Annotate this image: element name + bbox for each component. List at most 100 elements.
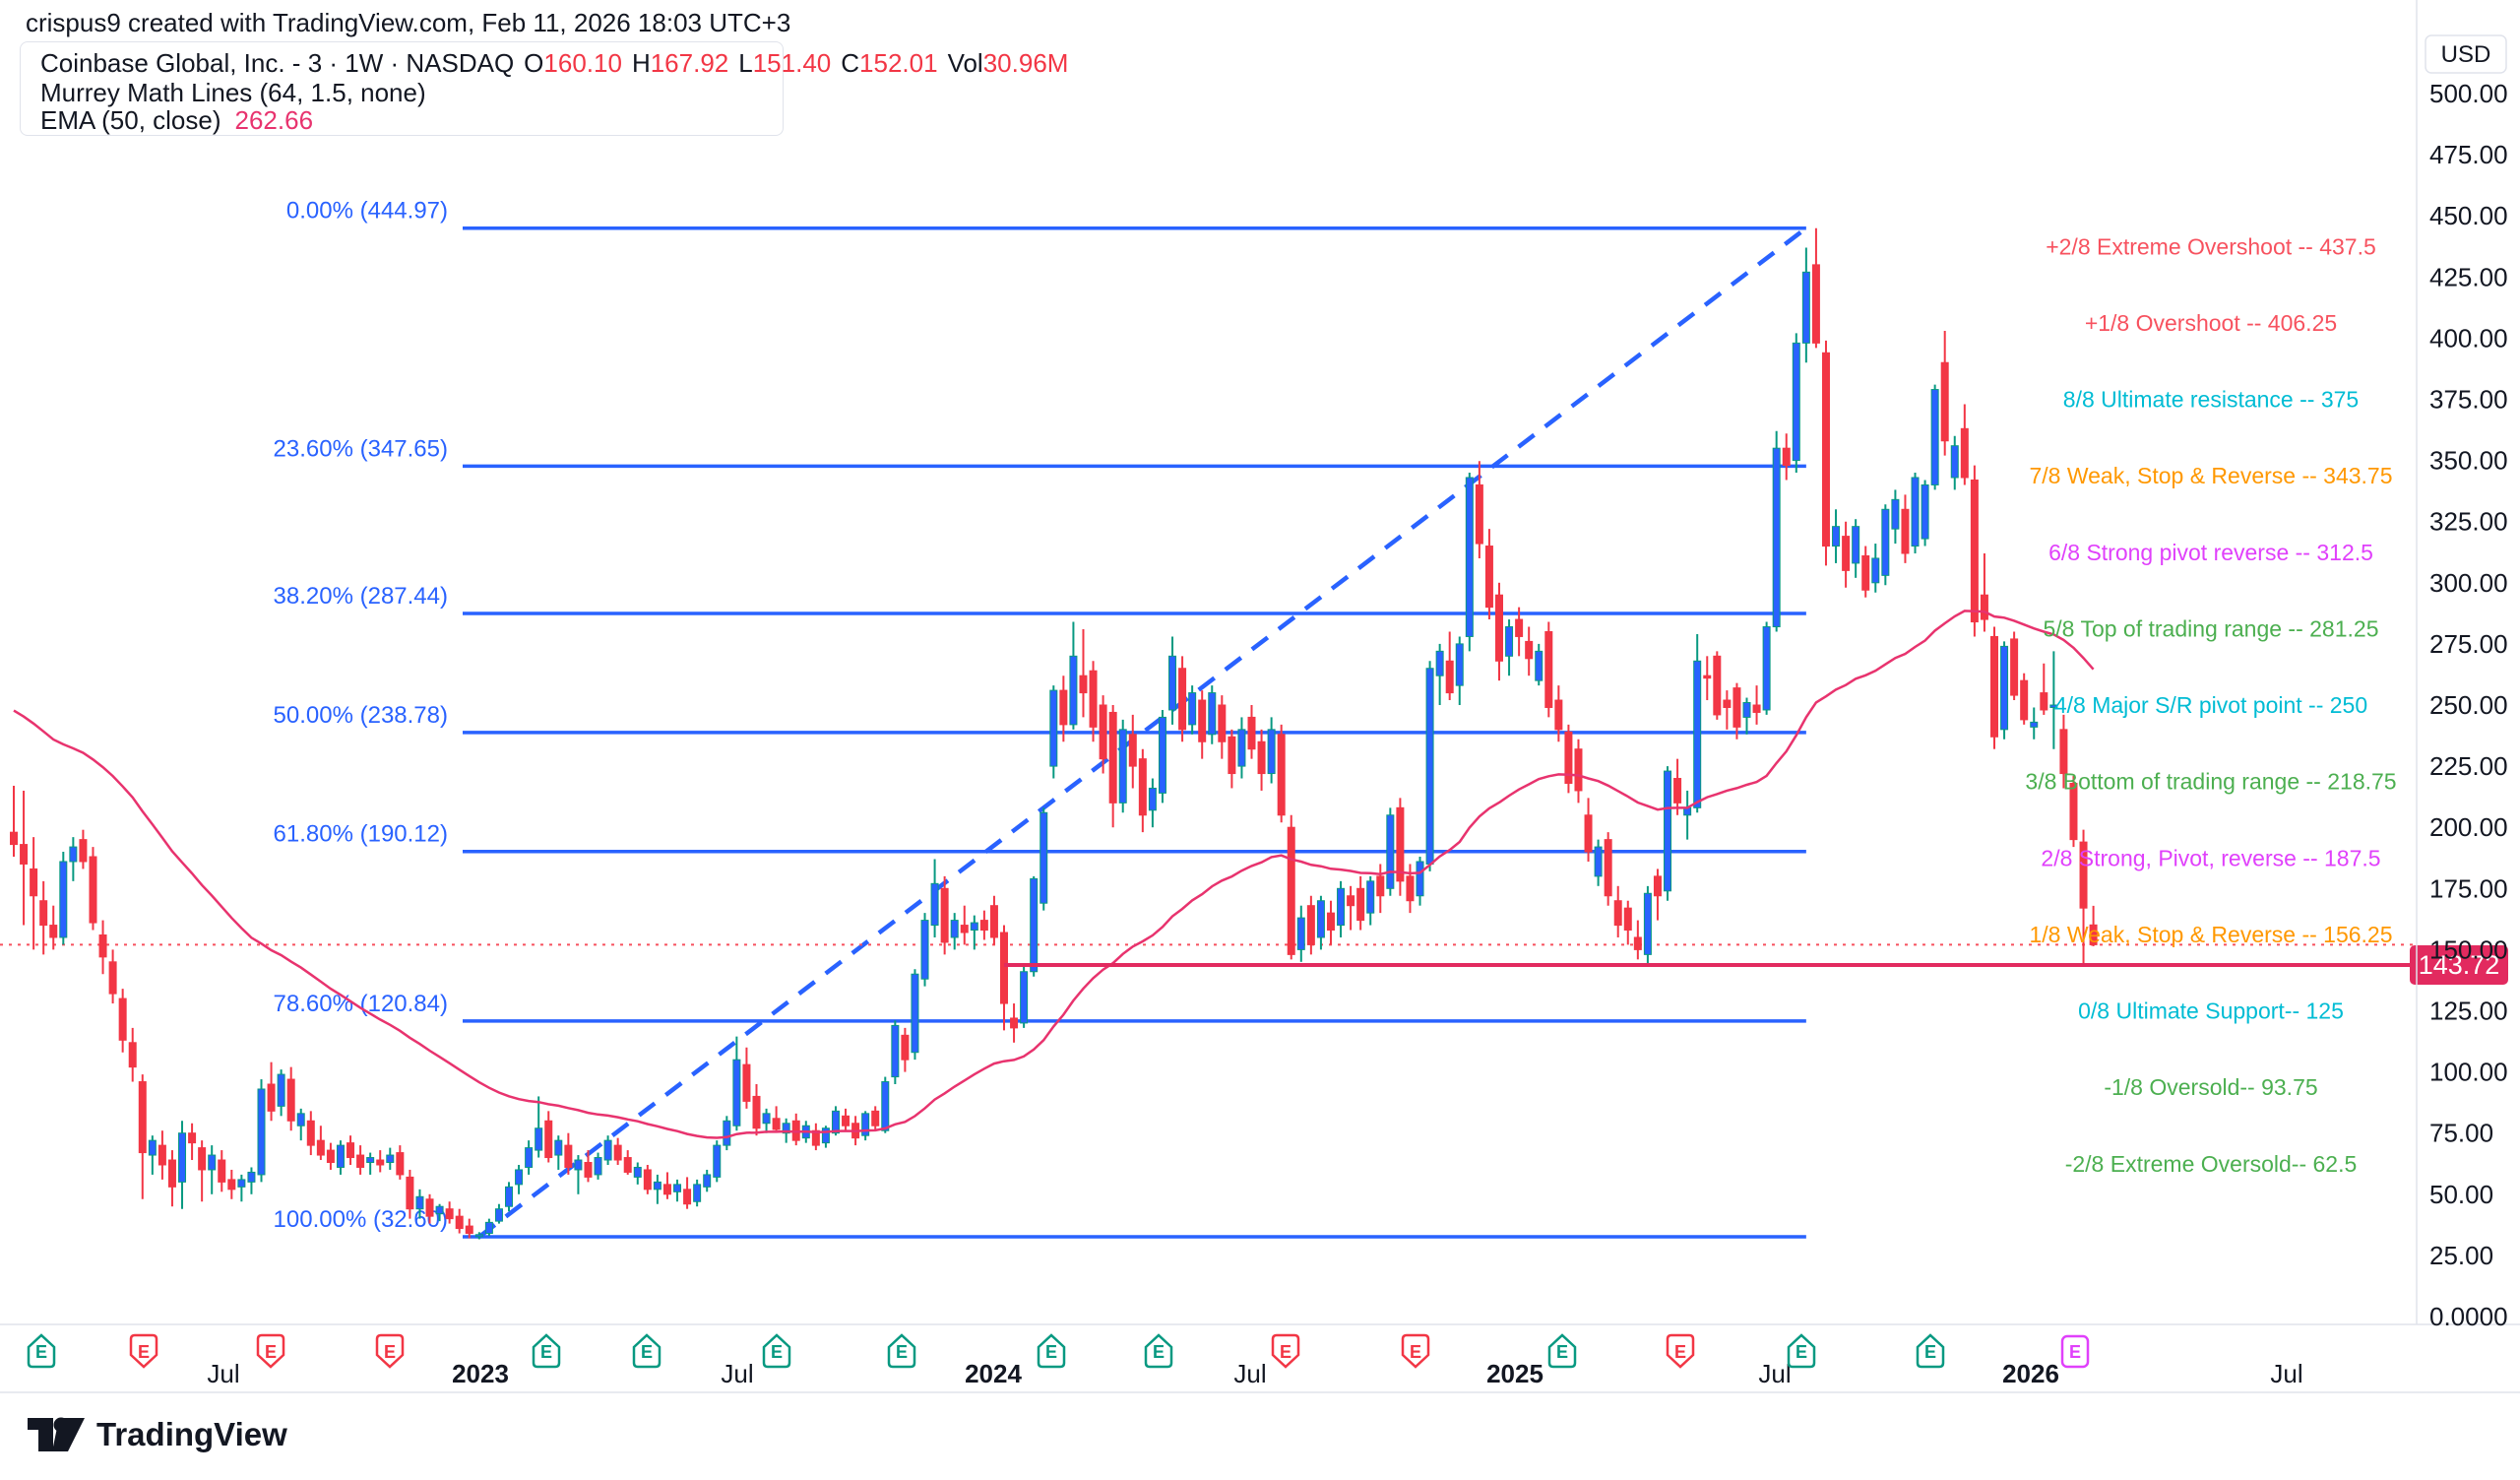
- ema-line[interactable]: [13, 610, 2095, 1139]
- candle[interactable]: [188, 1123, 197, 1161]
- candle[interactable]: [455, 1208, 464, 1234]
- candle[interactable]: [1881, 504, 1890, 586]
- candle[interactable]: [1842, 521, 1851, 588]
- candle[interactable]: [1852, 519, 1860, 578]
- candle[interactable]: [1188, 685, 1197, 735]
- candle[interactable]: [1505, 619, 1514, 676]
- candle[interactable]: [613, 1137, 622, 1165]
- candle[interactable]: [811, 1123, 820, 1151]
- candle[interactable]: [208, 1145, 217, 1194]
- candle[interactable]: [653, 1174, 662, 1204]
- candle[interactable]: [138, 1074, 147, 1199]
- candle[interactable]: [237, 1174, 246, 1202]
- candle[interactable]: [525, 1140, 534, 1175]
- candle[interactable]: [673, 1179, 682, 1202]
- candle[interactable]: [257, 1079, 266, 1183]
- candle[interactable]: [1168, 636, 1177, 725]
- candle[interactable]: [1544, 621, 1553, 718]
- earnings-badge-up[interactable]: E: [532, 1333, 561, 1369]
- candle[interactable]: [1218, 695, 1227, 759]
- earnings-badge-up[interactable]: E: [1547, 1333, 1577, 1369]
- candle[interactable]: [1040, 807, 1048, 911]
- candle[interactable]: [901, 1027, 910, 1072]
- candle[interactable]: [425, 1193, 434, 1224]
- candle[interactable]: [970, 915, 978, 950]
- earnings-badge-down[interactable]: E: [375, 1333, 405, 1369]
- candle[interactable]: [227, 1169, 236, 1199]
- candle[interactable]: [1435, 643, 1444, 705]
- candle[interactable]: [1267, 717, 1276, 784]
- candle[interactable]: [911, 969, 919, 1061]
- candle[interactable]: [1762, 621, 1771, 715]
- candle[interactable]: [98, 920, 107, 975]
- candle[interactable]: [1237, 717, 1246, 779]
- candle[interactable]: [1732, 682, 1741, 740]
- candle[interactable]: [1584, 798, 1593, 862]
- candle[interactable]: [366, 1152, 375, 1175]
- candle[interactable]: [20, 790, 29, 926]
- candle[interactable]: [1623, 900, 1632, 945]
- candle[interactable]: [167, 1150, 176, 1207]
- candle[interactable]: [791, 1113, 800, 1146]
- candle[interactable]: [1049, 685, 1058, 779]
- candle[interactable]: [891, 1020, 900, 1085]
- candle[interactable]: [158, 1130, 166, 1180]
- candle[interactable]: [1950, 435, 1959, 490]
- candle[interactable]: [1475, 461, 1483, 558]
- candle[interactable]: [1564, 724, 1573, 794]
- candle[interactable]: [1604, 832, 1612, 906]
- candle[interactable]: [842, 1108, 850, 1131]
- candle[interactable]: [1664, 766, 1672, 901]
- candle[interactable]: [178, 1121, 187, 1209]
- candle[interactable]: [1772, 430, 1781, 632]
- candle[interactable]: [2000, 641, 2009, 740]
- candle[interactable]: [535, 1096, 543, 1158]
- candle[interactable]: [1020, 966, 1029, 1028]
- candle[interactable]: [1198, 690, 1207, 759]
- candle[interactable]: [277, 1069, 285, 1117]
- earnings-badge-up[interactable]: E: [762, 1333, 791, 1369]
- candle[interactable]: [108, 949, 117, 1004]
- candle[interactable]: [1752, 685, 1761, 725]
- candle[interactable]: [89, 847, 97, 931]
- symbol-legend-line[interactable]: Coinbase Global, Inc. - 3 · 1W · NASDAQ O…: [40, 48, 1068, 79]
- candle[interactable]: [1000, 925, 1008, 1031]
- candle[interactable]: [821, 1126, 830, 1148]
- candle[interactable]: [871, 1106, 880, 1131]
- candle[interactable]: [1030, 875, 1039, 977]
- candle[interactable]: [930, 859, 939, 937]
- candle[interactable]: [1178, 656, 1187, 742]
- candle[interactable]: [218, 1150, 226, 1192]
- earnings-badge-up[interactable]: E: [887, 1333, 916, 1369]
- candle[interactable]: [1801, 247, 1810, 363]
- candle[interactable]: [39, 880, 48, 955]
- candle[interactable]: [415, 1189, 424, 1219]
- candle[interactable]: [494, 1203, 503, 1224]
- ema-indicator-legend[interactable]: EMA (50, close) 262.66: [40, 105, 313, 136]
- candle[interactable]: [484, 1218, 493, 1237]
- candle[interactable]: [940, 875, 949, 955]
- candle[interactable]: [306, 1111, 315, 1156]
- candle[interactable]: [1010, 1003, 1019, 1043]
- fib-trendline[interactable]: [477, 225, 1808, 1239]
- candle[interactable]: [723, 1116, 731, 1151]
- candle[interactable]: [1811, 227, 1820, 349]
- candle[interactable]: [881, 1076, 890, 1133]
- candle[interactable]: [1792, 333, 1800, 474]
- candle[interactable]: [346, 1135, 355, 1165]
- candle[interactable]: [1445, 631, 1454, 701]
- earnings-badge-up[interactable]: E: [1916, 1333, 1945, 1369]
- earnings-badge-future[interactable]: E: [2060, 1334, 2090, 1369]
- candle[interactable]: [1653, 869, 1662, 921]
- candle[interactable]: [1693, 633, 1702, 813]
- earnings-badge-up[interactable]: E: [1144, 1333, 1173, 1369]
- candle[interactable]: [1337, 880, 1346, 937]
- price-axis[interactable]: USD 500.00 475.00 450.00 425.00 400.00 375.00 3…: [2425, 34, 2508, 1331]
- candle[interactable]: [247, 1167, 256, 1194]
- candle[interactable]: [1208, 685, 1217, 744]
- candle[interactable]: [683, 1177, 692, 1209]
- candle[interactable]: [603, 1135, 612, 1165]
- candle[interactable]: [1128, 714, 1137, 789]
- candle[interactable]: [1257, 729, 1266, 791]
- candle[interactable]: [1484, 529, 1493, 620]
